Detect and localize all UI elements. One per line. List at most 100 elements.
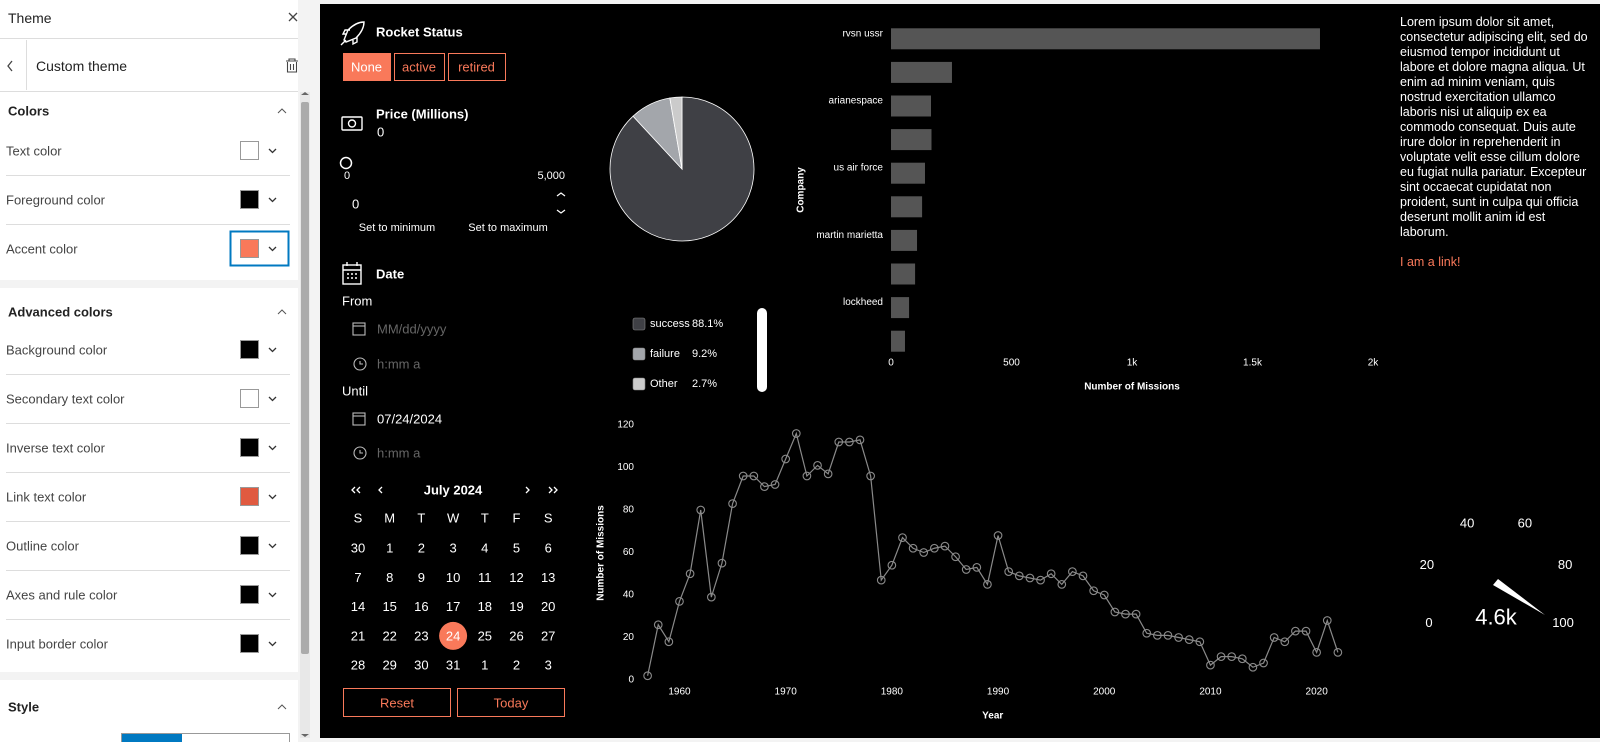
button[interactable]	[343, 688, 451, 717]
link[interactable]: I am a link!	[1400, 255, 1461, 269]
day[interactable]: 22	[382, 628, 396, 643]
dropdown-icon[interactable]	[268, 148, 277, 154]
day[interactable]: 14	[351, 599, 365, 614]
spinner[interactable]	[556, 192, 566, 214]
color-swatch[interactable]	[240, 190, 259, 209]
color-swatch[interactable]	[240, 585, 259, 604]
dropdown-icon[interactable]	[268, 543, 277, 549]
day[interactable]: 7	[354, 570, 361, 585]
dropdown-icon[interactable]	[268, 197, 277, 203]
day[interactable]: 5	[513, 541, 520, 556]
day[interactable]: 8	[386, 570, 393, 585]
dropdown-icon[interactable]	[268, 445, 277, 451]
legend-value: 9.2%	[692, 348, 717, 360]
color-swatch[interactable]	[240, 141, 259, 160]
segment-button[interactable]	[343, 53, 391, 81]
day[interactable]: 19	[509, 599, 523, 614]
day[interactable]: 4	[481, 541, 488, 556]
row-label: Outline color	[6, 539, 80, 554]
button[interactable]: Set to minimum	[359, 222, 435, 234]
dropdown-icon[interactable]	[268, 641, 277, 647]
dropdown-icon[interactable]	[268, 494, 277, 500]
bar	[891, 28, 1320, 50]
segment-label[interactable]: None	[351, 60, 382, 75]
day[interactable]: 15	[382, 599, 396, 614]
calendar-nav[interactable]	[351, 486, 558, 494]
day[interactable]: 30	[351, 541, 365, 556]
color-swatch[interactable]	[240, 634, 259, 653]
day[interactable]: 3	[449, 541, 456, 556]
day[interactable]: 1	[386, 541, 393, 556]
number-input[interactable]: 0	[352, 197, 359, 212]
day[interactable]: 16	[414, 599, 428, 614]
back-icon[interactable]	[7, 60, 13, 72]
close-icon[interactable]	[288, 12, 298, 22]
color-swatch[interactable]	[240, 536, 259, 555]
day[interactable]: 21	[351, 628, 365, 643]
y-axis-title: Company	[796, 167, 807, 213]
day[interactable]: 2	[513, 658, 520, 673]
day[interactable]: 6	[545, 541, 552, 556]
scrollbar-thumb[interactable]	[301, 102, 309, 654]
dropdown-icon[interactable]	[268, 347, 277, 353]
collapse-icon[interactable]	[277, 704, 287, 710]
button-label[interactable]: Reset	[380, 696, 414, 711]
row-label: Text color	[6, 144, 62, 159]
dropdown-icon[interactable]	[268, 246, 277, 252]
point	[802, 471, 812, 481]
day[interactable]: 3	[545, 658, 552, 673]
day[interactable]: 29	[382, 658, 396, 673]
day[interactable]: 23	[414, 628, 428, 643]
segment-label[interactable]: active	[402, 60, 436, 75]
legend-scrollbar[interactable]	[757, 308, 767, 392]
weekday: T	[417, 511, 425, 526]
button[interactable]	[457, 688, 565, 717]
weekday: W	[447, 511, 460, 526]
y-tick-label: 120	[617, 420, 634, 431]
collapse-icon[interactable]	[277, 108, 287, 114]
dropdown-icon[interactable]	[268, 592, 277, 598]
style-input[interactable]	[121, 733, 290, 742]
day[interactable]: 13	[541, 570, 555, 585]
color-swatch[interactable]	[240, 438, 259, 457]
day[interactable]: 27	[541, 628, 555, 643]
dropdown-icon[interactable]	[268, 396, 277, 402]
button[interactable]: Set to maximum	[468, 222, 547, 234]
button-label[interactable]: Today	[494, 696, 529, 711]
color-swatch[interactable]	[240, 340, 259, 359]
section-title[interactable]: Style	[8, 700, 39, 715]
day[interactable]: 1	[481, 658, 488, 673]
bar	[891, 330, 905, 352]
day[interactable]: 28	[351, 658, 365, 673]
day[interactable]: 10	[446, 570, 460, 585]
date-input[interactable]: 07/24/2024	[377, 412, 442, 427]
date-input[interactable]: MM/dd/yyyy	[377, 322, 447, 337]
color-swatch[interactable]	[240, 487, 259, 506]
day[interactable]: 2	[418, 541, 425, 556]
segment-button[interactable]	[394, 53, 445, 81]
day[interactable]: 31	[446, 658, 460, 673]
slider-thumb[interactable]	[339, 156, 353, 170]
color-swatch[interactable]	[240, 239, 259, 258]
day[interactable]: 24	[446, 628, 460, 643]
segment-button[interactable]	[448, 53, 506, 81]
day[interactable]: 18	[478, 599, 492, 614]
segment-label[interactable]: retired	[458, 60, 495, 75]
day[interactable]: 17	[446, 599, 460, 614]
day[interactable]: 9	[418, 570, 425, 585]
section-title[interactable]: Advanced colors	[8, 305, 113, 320]
time-input[interactable]: h:mm a	[377, 357, 421, 372]
color-swatch[interactable]	[240, 389, 259, 408]
time-input[interactable]: h:mm a	[377, 446, 421, 461]
day[interactable]: 25	[478, 628, 492, 643]
day[interactable]: 26	[509, 628, 523, 643]
day[interactable]: 12	[509, 570, 523, 585]
point	[643, 671, 652, 681]
day[interactable]: 11	[478, 570, 492, 585]
point	[940, 541, 950, 551]
section-title[interactable]: Colors	[8, 104, 49, 119]
day[interactable]: 30	[414, 658, 428, 673]
delete-icon[interactable]	[286, 58, 298, 73]
day[interactable]: 20	[541, 599, 555, 614]
collapse-icon[interactable]	[277, 309, 287, 315]
